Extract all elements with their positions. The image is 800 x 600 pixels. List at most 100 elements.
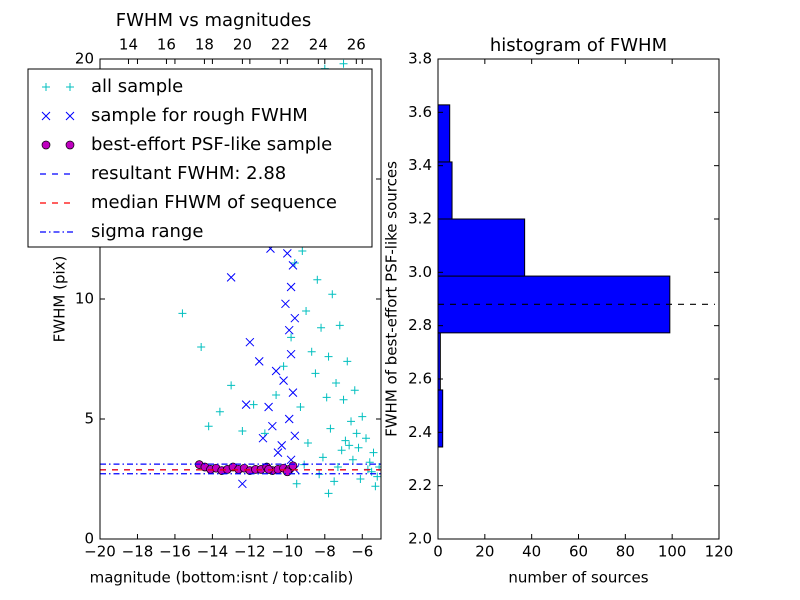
x-tick-label: 20 — [475, 543, 494, 561]
point — [292, 479, 301, 488]
point — [348, 455, 357, 464]
point — [303, 439, 312, 447]
point — [362, 434, 371, 443]
point — [298, 247, 307, 255]
point — [326, 424, 335, 433]
x-tick-label: −14 — [197, 543, 229, 561]
legend-marker — [65, 111, 75, 121]
point — [337, 446, 346, 455]
point — [341, 436, 350, 445]
y-tick-label: 2.2 — [408, 476, 432, 494]
point — [281, 299, 290, 309]
point — [238, 427, 247, 435]
point — [287, 333, 296, 342]
point — [352, 429, 361, 438]
y-tick-label: 3.2 — [408, 210, 432, 228]
point — [332, 379, 341, 387]
x2-tick-label: 16 — [157, 36, 176, 54]
x2-tick-label: 22 — [271, 36, 290, 54]
y-tick-label: 2.4 — [408, 423, 432, 441]
point — [241, 400, 251, 409]
point — [290, 313, 300, 323]
point — [313, 275, 322, 284]
point — [197, 343, 206, 351]
legend-marker — [66, 83, 74, 91]
legend-label: resultant FWHM: 2.88 — [91, 163, 286, 184]
x-tick-label: −16 — [159, 543, 191, 561]
x-tick-label: 120 — [705, 543, 734, 561]
point — [288, 388, 298, 397]
point — [330, 477, 339, 486]
x-tick-label: −20 — [84, 543, 116, 561]
point — [333, 463, 342, 471]
point — [354, 443, 363, 452]
x-axis-label: number of sources — [508, 569, 648, 587]
x-tick-label: −12 — [234, 543, 266, 561]
point — [369, 448, 378, 457]
x-tick-label: 80 — [616, 543, 635, 561]
legend-label: sigma range — [91, 221, 203, 242]
x2-tick-label: 24 — [309, 36, 328, 54]
point — [267, 421, 277, 431]
legend-label: all sample — [91, 76, 183, 97]
x-tick-label: −18 — [122, 543, 154, 561]
point — [282, 467, 292, 477]
point — [371, 482, 380, 491]
point — [324, 489, 333, 498]
point — [286, 349, 296, 359]
point — [245, 337, 255, 347]
chart-title: histogram of FWHM — [490, 35, 667, 56]
point — [286, 282, 296, 292]
y-tick-label: 3.4 — [408, 156, 432, 174]
bar — [438, 161, 453, 220]
x-tick-label: 40 — [522, 543, 541, 561]
point — [367, 467, 376, 476]
point — [290, 431, 300, 441]
legend-marker — [42, 83, 50, 91]
y-tick-label: 2.6 — [408, 370, 432, 388]
point — [345, 441, 354, 450]
point — [302, 307, 311, 315]
y-axis-label: FWHM (pix) — [51, 256, 69, 343]
point — [284, 414, 294, 424]
x-tick-label: −8 — [314, 543, 336, 561]
point — [335, 321, 344, 330]
point — [318, 453, 327, 462]
y-tick-label: 20 — [75, 50, 94, 68]
point — [296, 403, 305, 411]
x-tick-label: 0 — [433, 543, 443, 561]
legend-marker — [65, 140, 75, 150]
point — [328, 290, 337, 299]
legend-label: best-effort PSF-like sample — [91, 134, 332, 155]
point — [322, 393, 331, 402]
x2-tick-label: 18 — [195, 36, 214, 54]
point — [282, 249, 292, 258]
point — [226, 273, 236, 282]
x-tick-label: −10 — [272, 543, 304, 561]
y-tick-label: 3.6 — [408, 103, 432, 121]
legend: all sample sample for rough FWHM best-effo… — [27, 68, 373, 248]
x-tick-label: −6 — [351, 543, 373, 561]
point — [178, 309, 187, 318]
bar — [438, 218, 526, 277]
point — [356, 475, 365, 483]
point — [264, 402, 273, 412]
point — [350, 386, 359, 395]
y-axis-label: FWHM of best-effort PSF-like sources — [383, 161, 401, 437]
y-tick-label: 3.8 — [408, 50, 432, 68]
point — [204, 422, 213, 431]
point — [254, 357, 264, 366]
point — [272, 391, 281, 399]
point — [343, 357, 352, 366]
y-tick-label: 2.8 — [408, 316, 432, 334]
point — [215, 407, 224, 416]
point — [307, 347, 316, 356]
point — [284, 325, 294, 335]
y-tick-label: 5 — [84, 410, 94, 428]
point — [373, 472, 381, 481]
bar — [438, 104, 451, 163]
point — [279, 362, 288, 371]
point — [339, 59, 348, 68]
